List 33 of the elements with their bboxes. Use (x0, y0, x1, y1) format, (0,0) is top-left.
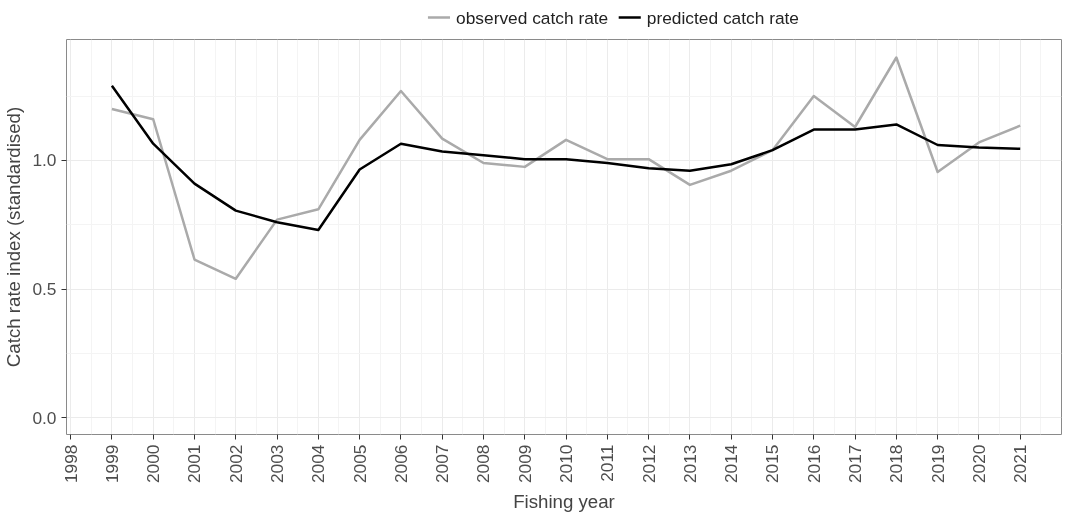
x-tick-label: 2016 (803, 444, 824, 484)
x-tick-label: 2019 (927, 444, 948, 484)
line-series (110, 56, 1022, 281)
line-series (110, 84, 1022, 232)
legend-label: predicted catch rate (646, 7, 800, 28)
x-tick-label: 1998 (60, 444, 81, 484)
x-tick-label: 2000 (143, 444, 164, 484)
x-tick-label: 2004 (308, 444, 329, 484)
x-tick-label: 2003 (267, 444, 288, 484)
x-tick-label: 2001 (184, 444, 205, 484)
x-tick-label: 1999 (101, 444, 122, 484)
y-tick-label: 0.5 (32, 279, 57, 300)
x-tick-label: 2015 (762, 444, 783, 484)
y-tick-label: 0.0 (32, 407, 57, 428)
y-axis-title: Catch rate index (standardised) (3, 106, 25, 368)
x-tick-label: 2012 (638, 444, 659, 484)
x-tick-label: 2013 (679, 444, 700, 484)
x-tick-label: 2008 (473, 444, 494, 484)
x-tick-label: 2017 (845, 444, 866, 484)
x-tick-label: 2006 (390, 444, 411, 484)
y-tick-label: 1.0 (32, 150, 57, 171)
x-tick-label: 2020 (968, 444, 989, 484)
legend-label: observed catch rate (456, 7, 609, 28)
x-tick-label: 2014 (721, 444, 742, 484)
x-tick-label: 2011 (597, 444, 618, 482)
x-tick-label: 2018 (886, 444, 907, 484)
x-axis-title: Fishing year (513, 491, 615, 513)
x-tick-label: 2007 (432, 444, 453, 484)
x-tick-label: 2009 (514, 444, 535, 484)
x-tick-label: 2005 (349, 444, 370, 484)
x-tick-label: 2021 (1010, 444, 1031, 484)
x-tick-label: 2002 (225, 444, 246, 484)
x-tick-label: 2010 (556, 444, 577, 484)
